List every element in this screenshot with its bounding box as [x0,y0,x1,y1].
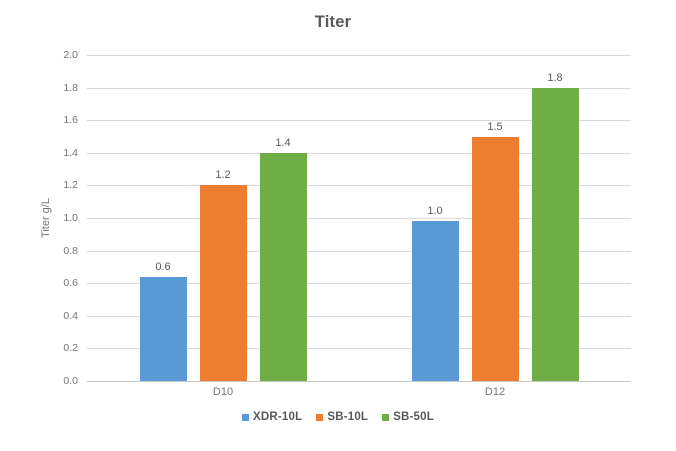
legend-item-sb-10l: SB-10L [316,411,368,423]
legend-label: XDR-10L [253,411,303,423]
plot-area: 0.6 1.2 1.4 1.0 1.5 1.8 [87,55,631,382]
gridline [87,87,631,89]
gridline [87,315,631,317]
y-tick-label: 1.0 [63,212,78,224]
gridline [87,55,631,56]
gridline [87,120,631,122]
gridline [87,185,631,187]
legend-swatch-icon [242,413,249,421]
bar-sb-10l-d10 [199,185,247,381]
legend-swatch-icon [382,413,390,421]
y-tick-label: 1.2 [63,179,78,192]
y-tick-label: 1.6 [63,114,78,127]
bar-sb-10l-d12 [471,136,519,381]
chart-title: Titer [314,13,352,31]
bar-xdr-10l-d12 [411,221,459,381]
y-tick-label: 0.2 [63,342,78,355]
gridline [87,218,631,219]
data-label: 1.0 [427,205,443,218]
y-tick-label: 0.4 [63,309,78,322]
data-label: 1.4 [275,136,291,149]
x-axis-line [87,381,631,382]
bar-xdr-10l-d10 [139,276,187,381]
data-label: 1.2 [215,169,231,182]
data-label: 1.8 [547,71,563,84]
gridline [87,348,631,350]
y-tick-label: 0.8 [63,244,78,257]
legend-label: SB-10L [327,411,369,423]
legend: XDR-10L SB-10L SB-50L [0,410,676,424]
y-tick-label: 0.0 [63,375,78,387]
data-label: 1.5 [487,120,503,133]
x-category-label: D12 [484,386,506,398]
gridline [87,283,631,285]
y-tick-label: 1.4 [63,146,78,159]
bar-sb-50l-d10 [259,152,307,381]
data-label: 0.6 [155,260,171,273]
bar-sb-50l-d12 [531,87,579,381]
legend-item-sb-50l: SB-50L [382,411,434,423]
legend-swatch-icon [316,413,324,421]
gridline [87,152,631,154]
legend-item-xdr-10l: XDR-10L [242,411,302,423]
x-category-label: D10 [212,386,234,398]
y-tick-label: 1.8 [63,81,78,94]
y-tick-label: 2.0 [63,49,78,61]
gridline [87,250,631,252]
y-tick-label: 0.6 [63,277,78,290]
legend-label: SB-50L [393,411,434,423]
